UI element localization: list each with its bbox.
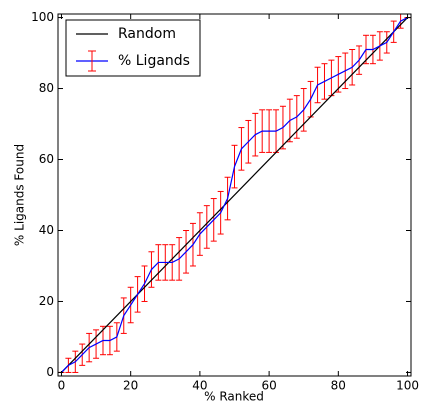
legend-label: % Ligands — [118, 53, 190, 69]
y-tick-label: 100 — [31, 10, 54, 24]
y-tick-label: 40 — [39, 223, 54, 237]
x-tick-label: 40 — [192, 379, 207, 393]
x-tick-label: 60 — [261, 379, 276, 393]
plot-frame — [57, 13, 412, 377]
x-tick-label: 100 — [396, 379, 419, 393]
x-tick-label: 0 — [58, 379, 66, 393]
y-tick-label: 20 — [39, 294, 54, 308]
x-tick-label: 80 — [331, 379, 346, 393]
y-tick-label: 80 — [39, 81, 54, 95]
x-axis-label: % Ranked — [204, 390, 264, 404]
y-tick-label: 0 — [46, 365, 54, 379]
data-line — [61, 17, 408, 373]
y-axis-label: % Ligands Found — [13, 144, 27, 246]
x-tick-label: 20 — [123, 379, 138, 393]
y-tick-label: 60 — [39, 152, 54, 166]
data-line — [61, 17, 408, 373]
legend-label: Random — [118, 26, 176, 42]
legend: Random % Ligands — [65, 19, 201, 77]
legend-box — [65, 19, 201, 77]
